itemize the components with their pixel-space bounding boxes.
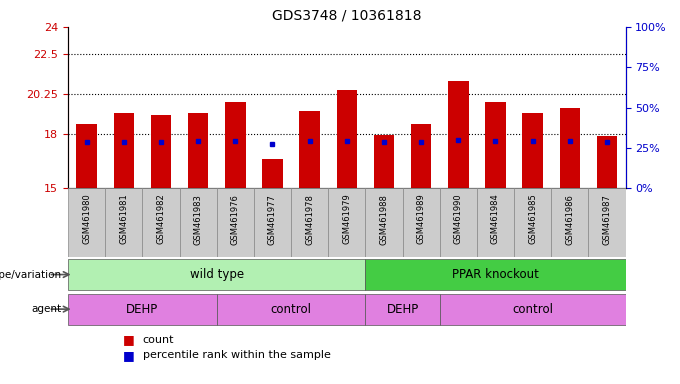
Bar	[588, 188, 626, 257]
Bar	[486, 102, 506, 188]
Bar	[560, 108, 580, 188]
Bar	[440, 188, 477, 257]
Bar	[440, 293, 626, 324]
Text: GSM461990: GSM461990	[454, 194, 463, 244]
Bar	[68, 259, 365, 290]
Text: control: control	[512, 303, 553, 316]
Bar	[551, 188, 588, 257]
Bar	[188, 113, 208, 188]
Bar	[151, 115, 171, 188]
Text: GSM461981: GSM461981	[119, 194, 129, 245]
Text: GSM461977: GSM461977	[268, 194, 277, 245]
Bar	[522, 113, 543, 188]
Text: PPAR knockout: PPAR knockout	[452, 268, 539, 281]
Bar	[254, 188, 291, 257]
Text: agent: agent	[31, 304, 61, 314]
Bar	[514, 188, 551, 257]
Text: count: count	[143, 335, 174, 345]
Text: GSM461988: GSM461988	[379, 194, 388, 245]
Bar	[337, 89, 357, 188]
Text: DEHP: DEHP	[386, 303, 419, 316]
Bar	[374, 135, 394, 188]
Bar	[597, 136, 617, 188]
Bar	[403, 188, 440, 257]
Text: GSM461989: GSM461989	[417, 194, 426, 245]
Bar	[411, 124, 431, 188]
Bar	[365, 259, 626, 290]
Text: GSM461986: GSM461986	[565, 194, 575, 245]
Title: GDS3748 / 10361818: GDS3748 / 10361818	[272, 9, 422, 23]
Text: GSM461980: GSM461980	[82, 194, 91, 245]
Text: GSM461983: GSM461983	[194, 194, 203, 245]
Text: GSM461985: GSM461985	[528, 194, 537, 245]
Bar	[180, 188, 217, 257]
Bar	[291, 188, 328, 257]
Text: GSM461978: GSM461978	[305, 194, 314, 245]
Bar	[105, 188, 142, 257]
Bar	[365, 188, 403, 257]
Bar	[448, 81, 469, 188]
Text: GSM461976: GSM461976	[231, 194, 240, 245]
Text: control: control	[271, 303, 311, 316]
Text: GSM461982: GSM461982	[156, 194, 165, 245]
Bar	[217, 188, 254, 257]
Bar	[76, 124, 97, 188]
Bar	[365, 293, 440, 324]
Text: DEHP: DEHP	[126, 303, 158, 316]
Bar	[299, 111, 320, 188]
Text: ■: ■	[122, 333, 134, 346]
Text: GSM461984: GSM461984	[491, 194, 500, 245]
Text: genotype/variation: genotype/variation	[0, 270, 61, 280]
Text: ■: ■	[122, 349, 134, 362]
Bar	[262, 159, 283, 188]
Bar	[477, 188, 514, 257]
Bar	[328, 188, 365, 257]
Text: GSM461987: GSM461987	[602, 194, 611, 245]
Bar	[114, 113, 134, 188]
Bar	[142, 188, 180, 257]
Bar	[68, 293, 217, 324]
Text: percentile rank within the sample: percentile rank within the sample	[143, 350, 330, 360]
Bar	[68, 188, 105, 257]
Text: wild type: wild type	[190, 268, 243, 281]
Bar	[225, 102, 245, 188]
Text: GSM461979: GSM461979	[342, 194, 352, 245]
Bar	[217, 293, 365, 324]
